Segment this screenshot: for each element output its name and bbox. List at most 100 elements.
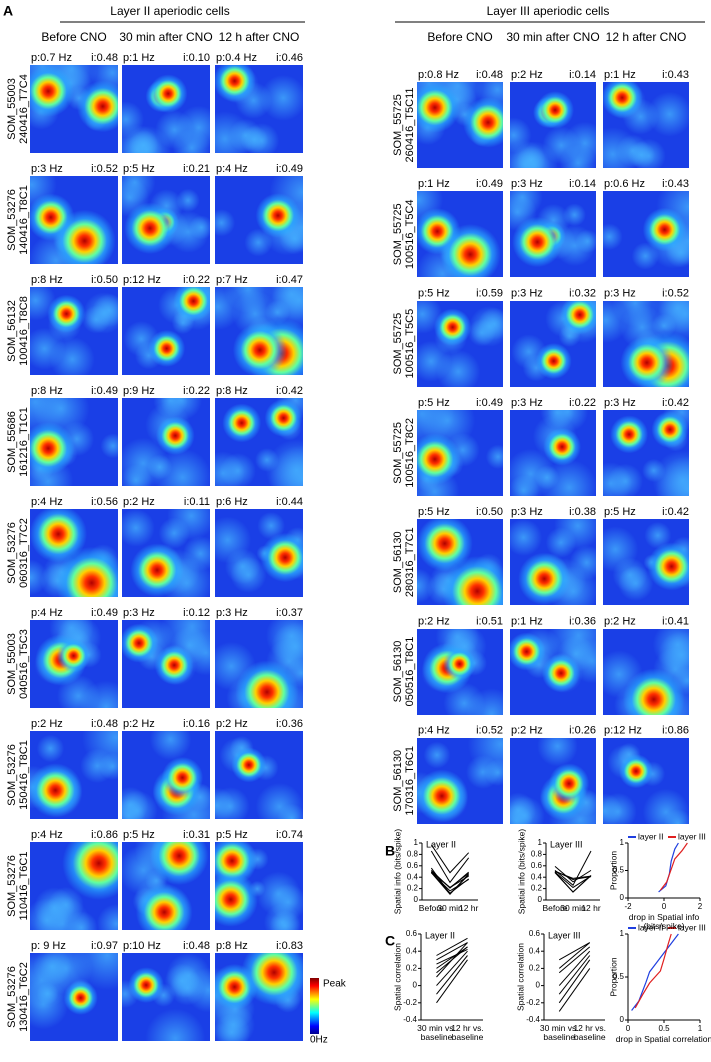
- y-tick-label: 0.6: [531, 861, 543, 870]
- peak-rate: p:0.6 Hz: [604, 178, 645, 190]
- peak-rate: p:2 Hz: [123, 496, 155, 508]
- y-tick-label: 1: [538, 838, 543, 847]
- cell-mouse: SOM_55725: [392, 203, 404, 265]
- info-score: i:0.10: [183, 52, 210, 64]
- rate-map: [603, 300, 689, 387]
- y-tick-label: 0.4: [407, 872, 419, 881]
- rate-map: [215, 620, 303, 708]
- series-line: [558, 950, 591, 986]
- panel-label: A: [3, 3, 13, 19]
- info-score: i:0.38: [569, 506, 596, 518]
- y-tick-label: 0.5: [613, 866, 625, 875]
- peak-rate: p:5 Hz: [123, 163, 155, 175]
- info-score: i:0.44: [276, 496, 303, 508]
- cell-mouse: SOM_56130: [392, 531, 404, 593]
- info-score: i:0.22: [183, 385, 210, 397]
- info-score: i:0.43: [662, 178, 689, 190]
- x-tick-label: 12 hr: [458, 903, 479, 913]
- rate-map: [510, 300, 596, 387]
- cell-mouse: SOM_53276: [6, 966, 18, 1028]
- cell-mouse: SOM_53276: [6, 744, 18, 806]
- rate-map: [510, 409, 596, 496]
- chart-title: Layer III: [550, 839, 583, 849]
- peak-rate: p:1 Hz: [604, 69, 636, 81]
- panel-label: B: [385, 843, 395, 859]
- x-tick-label: 30 min vs. baseline: [417, 1023, 456, 1042]
- info-score: i:0.41: [662, 615, 689, 627]
- x-tick-label: 12 hr vs. baseline: [573, 1023, 607, 1042]
- peak-rate: p:2 Hz: [604, 615, 636, 627]
- peak-rate: p:3 Hz: [604, 397, 636, 409]
- cell-mouse: SOM_53276: [6, 855, 18, 917]
- peak-rate: p:4 Hz: [418, 725, 450, 737]
- rate-map: [603, 82, 689, 168]
- series-line: [554, 850, 592, 886]
- rate-map: [603, 737, 689, 824]
- peak-rate: p:1 Hz: [511, 615, 543, 627]
- peak-rate: p:5 Hz: [418, 397, 450, 409]
- series-line: [436, 950, 468, 986]
- cell-session: 100516_T5C5: [404, 309, 416, 379]
- y-axis-label: Spatial info (bits/spike): [516, 829, 526, 915]
- rate-map: [122, 398, 210, 486]
- info-score: i:0.49: [476, 397, 503, 409]
- series-line: [554, 870, 592, 880]
- peak-rate: p:5 Hz: [418, 506, 450, 518]
- x-tick-label: 0: [626, 1024, 631, 1033]
- info-score: i:0.48: [91, 718, 118, 730]
- cell-mouse: SOM_53276: [6, 189, 18, 251]
- rate-map: [122, 65, 210, 153]
- peak-rate: p:2 Hz: [418, 615, 450, 627]
- rate-map: [417, 409, 503, 496]
- peak-rate: p:8 Hz: [216, 940, 248, 952]
- legend-label: layer II: [638, 831, 664, 841]
- peak-rate: p:7 Hz: [216, 274, 248, 286]
- peak-rate: p:4 Hz: [31, 829, 63, 841]
- x-tick-label: 1: [698, 1024, 703, 1033]
- info-score: i:0.49: [91, 385, 118, 397]
- series-line: [558, 955, 591, 995]
- peak-rate: p:3 Hz: [511, 178, 543, 190]
- group-title: Layer II aperiodic cells: [110, 4, 229, 18]
- series-line: [554, 871, 592, 893]
- rate-map: [122, 287, 210, 375]
- rate-map: [30, 509, 118, 597]
- peak-rate: p:4 Hz: [31, 607, 63, 619]
- cdf-line: [631, 933, 679, 1011]
- peak-rate: p:2 Hz: [511, 69, 543, 81]
- info-score: i:0.48: [183, 940, 210, 952]
- x-axis-label: drop in Spatial correlation: [615, 1034, 711, 1044]
- rate-map: [30, 731, 118, 819]
- rate-map: [417, 300, 503, 387]
- rate-map: [215, 398, 303, 486]
- y-tick-label: 0: [413, 981, 418, 990]
- cell-session: 110416_T6C1: [18, 852, 30, 921]
- info-score: i:0.47: [276, 274, 303, 286]
- peak-rate: p:3 Hz: [511, 288, 543, 300]
- y-axis-label: Spatial info (bits/spike): [392, 829, 402, 915]
- peak-rate: p:10 Hz: [123, 940, 161, 952]
- y-tick-label: -0.4: [526, 1015, 540, 1024]
- info-score: i:0.36: [569, 615, 596, 627]
- series-line: [554, 871, 592, 889]
- y-tick-label: 0.6: [529, 929, 541, 938]
- series-line: [558, 946, 591, 974]
- panel-label: C: [385, 933, 395, 949]
- cell-session: 240416_T7C4: [18, 74, 30, 144]
- y-tick-label: 0: [414, 895, 419, 904]
- y-tick-label: 0: [620, 893, 625, 902]
- peak-rate: p:9 Hz: [123, 385, 155, 397]
- column-header: 30 min after CNO: [119, 30, 212, 44]
- info-score: i:0.14: [569, 178, 596, 190]
- cell-session: 161216_T1C1: [18, 407, 30, 477]
- info-score: i:0.42: [276, 385, 303, 397]
- series-line: [436, 937, 468, 956]
- info-score: i:0.43: [662, 69, 689, 81]
- series-line: [436, 942, 468, 961]
- info-score: i:0.97: [91, 940, 118, 952]
- rate-map: [30, 953, 118, 1041]
- rate-map: [603, 191, 689, 278]
- info-score: i:0.32: [569, 288, 596, 300]
- series-line: [558, 968, 591, 1012]
- cell-mouse: SOM_53276: [6, 522, 18, 584]
